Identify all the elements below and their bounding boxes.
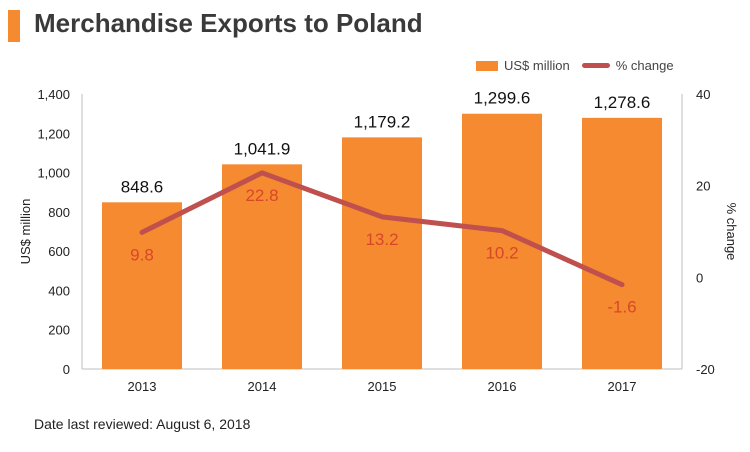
data-labels: 848.6 1,041.9 1,179.2 1,299.6 1,278.6 9.8 22.8… xyxy=(121,89,651,317)
x-tick-label: 2016 xyxy=(488,379,517,394)
title-accent-bar xyxy=(8,10,20,42)
pct-change-label: -1.6 xyxy=(607,298,636,317)
y-tick-label: 1,400 xyxy=(37,87,70,102)
footer-note: Date last reviewed: August 6, 2018 xyxy=(34,416,251,432)
bar xyxy=(582,117,662,369)
bar xyxy=(342,137,422,369)
page-title: Merchandise Exports to Poland xyxy=(34,8,423,38)
legend: US$ million % change xyxy=(476,58,674,73)
pct-change-label: 22.8 xyxy=(245,186,278,205)
y-axis-title: US$ million xyxy=(18,199,33,265)
bar xyxy=(222,164,302,369)
pct-change-point xyxy=(380,215,384,219)
bar-value-label: 1,278.6 xyxy=(594,93,651,112)
legend-bar-swatch xyxy=(476,60,498,71)
y2-tick-label: 20 xyxy=(696,179,710,194)
bar xyxy=(102,202,182,369)
line-series xyxy=(139,170,625,288)
pct-change-label: 10.2 xyxy=(485,244,518,263)
y2-tick-label: -20 xyxy=(696,362,715,377)
y-tick-label: 800 xyxy=(48,205,70,220)
y2-axis-title: % change xyxy=(724,203,739,261)
pct-change-point xyxy=(260,171,264,175)
x-tick-label: 2013 xyxy=(128,379,157,394)
pct-change-point xyxy=(620,283,624,287)
bar-value-label: 1,041.9 xyxy=(234,139,291,158)
pct-change-point xyxy=(140,230,144,234)
legend-bar-label: US$ million xyxy=(504,58,570,73)
y-tick-label: 600 xyxy=(48,244,70,259)
y-tick-label: 400 xyxy=(48,283,70,298)
x-tick-label: 2015 xyxy=(368,379,397,394)
y2-tick-label: 0 xyxy=(696,270,703,285)
pct-change-label: 9.8 xyxy=(130,245,154,264)
legend-line-swatch xyxy=(581,63,610,68)
x-tick-label: 2014 xyxy=(248,379,277,394)
bar-value-label: 1,299.6 xyxy=(474,89,531,108)
bar-value-label: 848.6 xyxy=(121,177,164,196)
pct-change-label: 13.2 xyxy=(365,230,398,249)
x-tick-label: 2017 xyxy=(608,379,637,394)
y-tick-label: 1,000 xyxy=(37,166,70,181)
bar-value-label: 1,179.2 xyxy=(354,112,411,131)
legend-line-label: % change xyxy=(615,58,674,73)
pct-change-point xyxy=(500,229,504,233)
y-tick-label: 200 xyxy=(48,323,70,338)
y2-tick-label: 40 xyxy=(696,87,710,102)
y-tick-label: 1,200 xyxy=(37,126,70,141)
y-tick-label: 0 xyxy=(63,362,70,377)
